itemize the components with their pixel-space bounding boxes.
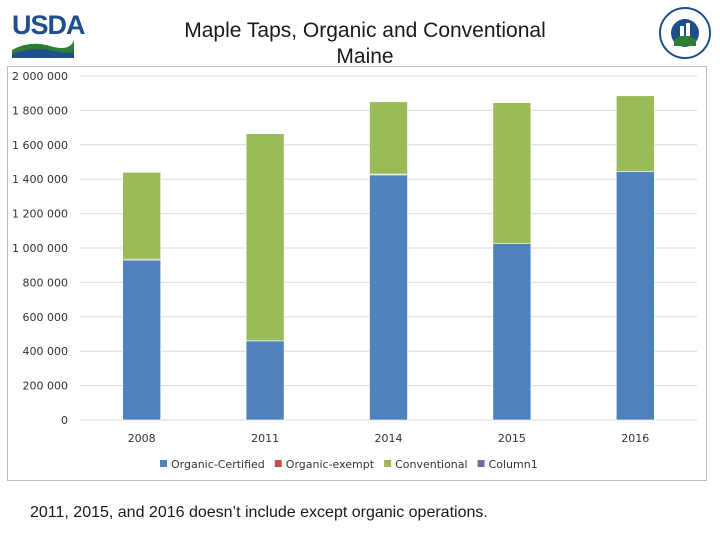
footnote: 2011, 2015, and 2016 doesn’t include exc… xyxy=(30,504,488,521)
bar-segment xyxy=(122,172,161,260)
usda-logo-text: USDA xyxy=(12,10,86,40)
y-tick-label: 2 000 000 xyxy=(12,70,68,83)
bar-segment xyxy=(492,243,532,421)
legend-swatch xyxy=(274,460,282,467)
y-tick-label: 1 800 000 xyxy=(12,104,68,117)
legend: Organic-Certified Organic-exempt Conventio… xyxy=(160,458,538,471)
y-tick-label: 1 600 000 xyxy=(12,139,68,152)
y-tick-label: 600 000 xyxy=(23,311,69,324)
bar-segment xyxy=(615,95,655,172)
legend-swatch xyxy=(477,460,485,467)
legend-label: Organic-Certified xyxy=(171,458,265,471)
y-tick-label: 200 000 xyxy=(23,380,69,393)
legend-label: Column1 xyxy=(489,458,538,471)
x-tick-label: 2011 xyxy=(251,432,279,445)
agriculture-counts-logo xyxy=(658,6,712,60)
bar-segment xyxy=(369,101,408,175)
chart-title: Maple Taps, Organic and Conventional Mai… xyxy=(184,19,546,68)
usda-logo-graphic xyxy=(12,40,75,58)
bar-segment xyxy=(369,174,408,421)
y-tick-label: 1 000 000 xyxy=(12,242,68,255)
x-tick-label: 2008 xyxy=(128,432,156,445)
bar-segment xyxy=(492,102,532,244)
y-tick-label: 0 xyxy=(61,414,68,427)
x-tick-label: 2015 xyxy=(498,432,526,445)
x-tick-label: 2014 xyxy=(375,432,403,445)
y-axis-tick-labels: 0 200 000 400 000 600 000 800 000 1 000 000 1 … xyxy=(12,70,68,427)
y-tick-label: 1 400 000 xyxy=(12,173,68,186)
y-tick-label: 1 200 000 xyxy=(12,208,68,221)
bar-segment xyxy=(615,171,655,421)
bar-segment xyxy=(245,340,285,421)
legend-label: Conventional xyxy=(395,458,468,471)
usda-logo: USDA xyxy=(10,10,86,58)
y-tick-label: 800 000 xyxy=(23,276,69,289)
y-tick-label: 400 000 xyxy=(23,345,69,358)
agriculture-counts-seal xyxy=(659,7,711,59)
legend-swatch xyxy=(384,460,392,467)
bar-segment xyxy=(245,133,285,342)
x-axis-tick-labels: 2008 2011 2014 2015 2016 xyxy=(128,432,650,445)
bar-segment xyxy=(122,259,161,421)
chart-frame xyxy=(7,66,707,481)
bars xyxy=(122,95,655,421)
legend-swatch xyxy=(160,460,167,467)
legend-label: Organic-exempt xyxy=(286,458,375,471)
x-tick-label: 2016 xyxy=(621,432,649,445)
